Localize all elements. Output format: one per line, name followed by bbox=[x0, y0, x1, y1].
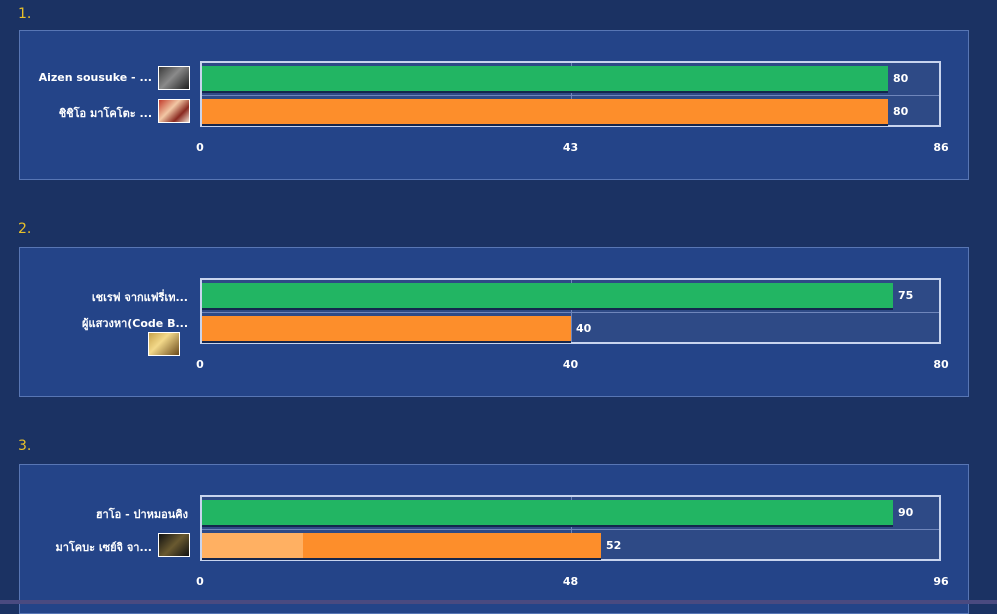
avatar-image bbox=[158, 66, 190, 90]
data-label: 80 bbox=[893, 105, 909, 118]
bar bbox=[202, 533, 601, 558]
tick-label: 43 bbox=[562, 141, 579, 154]
bar bbox=[202, 99, 888, 124]
category-label: ฮาโอ - ปาหมอนคิง bbox=[95, 508, 188, 521]
chart-number: 1. bbox=[18, 6, 32, 22]
data-label: 52 bbox=[606, 539, 622, 552]
bottom-bar bbox=[0, 600, 997, 604]
row-separator bbox=[202, 312, 939, 313]
tick-label: 0 bbox=[196, 358, 204, 371]
tick-label: 96 bbox=[933, 575, 949, 588]
gridline bbox=[571, 63, 572, 125]
row-separator bbox=[202, 529, 939, 530]
bar bbox=[202, 500, 893, 525]
data-label: 40 bbox=[576, 322, 592, 335]
plot-area: 80 80 bbox=[200, 61, 941, 127]
category-label: Aizen sousuke - ... bbox=[38, 71, 152, 84]
plot-area: 75 40 bbox=[200, 278, 941, 344]
tick-label: 80 bbox=[933, 358, 949, 371]
tick-label: 48 bbox=[562, 575, 579, 588]
bar bbox=[202, 283, 893, 308]
chart-number: 3. bbox=[18, 438, 32, 454]
bar bbox=[202, 316, 571, 341]
chart-panel: 80 80 0 43 86 Aizen sousuke - ... ชิชิโอ มาโคโ… bbox=[19, 30, 969, 180]
category-label: มาโคบะ เซย์จิ จา... bbox=[55, 541, 152, 554]
tick-label: 0 bbox=[196, 575, 204, 588]
bar-highlight bbox=[202, 533, 303, 558]
data-label: 75 bbox=[898, 289, 914, 302]
category-label: เชเรฟ จากแฟรี่เท... bbox=[91, 291, 188, 304]
chart-panel: 75 40 0 40 80 เชเรฟ จากแฟรี่เท... ผู้แสวงหา(Co… bbox=[19, 247, 969, 397]
tick-label: 0 bbox=[196, 141, 204, 154]
category-label: ผู้แสวงหา(Code B... bbox=[82, 317, 188, 330]
category-label: ชิชิโอ มาโคโตะ ... bbox=[58, 107, 152, 120]
chart-number: 2. bbox=[18, 221, 32, 237]
tick-label: 40 bbox=[562, 358, 579, 371]
avatar-image bbox=[158, 533, 190, 557]
row-separator bbox=[202, 95, 939, 96]
data-label: 90 bbox=[898, 506, 914, 519]
chart-panel: 90 52 0 48 96 ฮาโอ - ปาหมอนคิงมาโคบะ เซย์จิ จ… bbox=[19, 464, 969, 614]
data-label: 80 bbox=[893, 72, 909, 85]
avatar-image bbox=[158, 99, 190, 123]
tick-label: 86 bbox=[933, 141, 949, 154]
plot-area: 90 52 bbox=[200, 495, 941, 561]
gridline bbox=[571, 280, 572, 342]
avatar-image bbox=[148, 332, 180, 356]
gridline bbox=[571, 497, 572, 559]
bar bbox=[202, 66, 888, 91]
